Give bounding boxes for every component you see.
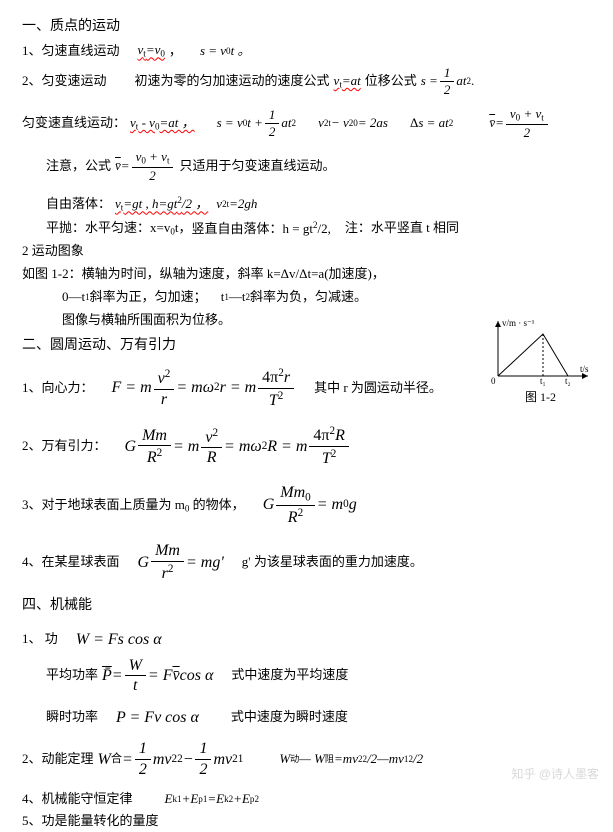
figure-1-2: v/m · s⁻¹ t/s 0 t₁ t₂ 图 1-2 [488, 316, 593, 407]
vbar-formula: v̄ = v0 + vt2 [115, 150, 175, 183]
svg-text:t₂: t₂ [565, 376, 571, 386]
formula-vt-at: vt=at [334, 71, 361, 92]
s2-item3: 3、对于地球表面上质量为 m0 的物体， G Mm0R2 = m0 g [22, 484, 591, 526]
s1-item2: 2、匀变速运动 初速为零的匀加速运动的速度公式 vt=at 位移公式 s = 1… [22, 66, 591, 98]
s1-projectile: 平抛：水平匀速：x=v0t， 竖直自由落体：h = gt2/2, 注：水平竖直 … [46, 218, 591, 240]
svg-text:t/s: t/s [580, 364, 589, 374]
label: 1、 功 [22, 629, 58, 650]
f2: v2t=2gh [216, 194, 257, 215]
label: 注意，公式 [46, 156, 111, 177]
label: 匀变速直线运动： [22, 113, 126, 134]
s2-item4: 4、在某星球表面 G Mmr2 = mg' g' 为该星球表面的重力加速度。 [22, 542, 591, 582]
label: 2、万有引力： [22, 436, 107, 457]
f4: Δs = at2 [410, 113, 453, 134]
label: 3、对于地球表面上质量为 m0 的物体， [22, 495, 245, 516]
label: 平均功率 [46, 665, 98, 686]
s1-image-header: 2 运动图象 [22, 241, 591, 262]
note: 注：水平竖直 t 相同 [345, 218, 459, 239]
s1-line3: 匀变速直线运动： vt - v0=at ， s = v0t + 12 at2 v… [22, 107, 591, 140]
label: 2、匀变速运动 [22, 71, 107, 92]
comma: ， [169, 41, 182, 62]
s1-note: 注意，公式 v̄ = v0 + vt2 只适用于匀变速直线运动。 [46, 150, 591, 183]
formula-s-v0t: s = v0 t 。 [200, 41, 251, 62]
label: 1、向心力： [22, 378, 94, 399]
s4-item5: 5、功是能量转化的量度 [22, 811, 591, 832]
centripetal-formula: F = m v2r = mω2r = m 4π2rT2 [112, 367, 297, 410]
ke-right: W动 — W阻=mv22/2—mv12/2 [279, 749, 423, 770]
work-formula: W = Fs cos α [76, 627, 162, 653]
inst-power-formula: P = Fv cos α [116, 705, 199, 731]
section4-title: 四、机械能 [22, 595, 591, 617]
watermark: 知乎 @诗人墨客 [511, 765, 599, 784]
label: 2、动能定理 [22, 749, 94, 770]
gravity-formula: G MmR2 = m v2R = mω2R = m 4π2RT2 [125, 425, 351, 468]
other-planet-g: G Mmr2 = mg' [138, 542, 224, 582]
post: g' 为该星球表面的重力加速度。 [242, 552, 423, 573]
f3: v2t − v20 = 2as [318, 113, 388, 134]
s2-item2: 2、万有引力： G MmR2 = m v2R = mω2R = m 4π2RT2 [22, 425, 591, 468]
formula-s-half-at2: s = 12 at2. [421, 66, 475, 98]
s4-item1: 1、 功 W = Fs cos α [22, 627, 591, 653]
surface-g-formula: G Mm0R2 = m0 g [263, 484, 357, 526]
s1-item1: 1、匀速直线运动 vt=v0 ， s = v0 t 。 [22, 40, 591, 61]
s1-falling: 自由落体： vt=gt , h=gt2/2 ， v2t=2gh [46, 193, 591, 215]
vert: 竖直自由落体：h = gt2/2, [192, 218, 331, 240]
f2: s = v0t + 12 at2 [217, 108, 296, 140]
graph-text2: 0—t1 斜率为正，匀加速； t1—t2 斜率为负，匀减速。 [62, 287, 591, 308]
post: 只适用于匀变速直线运动。 [179, 156, 335, 177]
s4-inst-power: 瞬时功率 P = Fv cos α 式中速度为瞬时速度 [46, 705, 591, 731]
formula-vt-v0: vt=v0 [138, 40, 165, 61]
s4-item2: 2、动能定理 W合 = 12 mv22 − 12 mv21 W动 — W阻=mv… [22, 740, 591, 778]
label: 1、匀速直线运动 [22, 41, 120, 62]
vbar-eq: v̄ = v0 + vt2 [489, 107, 549, 140]
post: 式中速度为瞬时速度 [231, 707, 348, 728]
svg-text:0: 0 [491, 376, 496, 386]
avg-power-formula: P̄ = Wt = Fv̄ cos α [102, 657, 213, 695]
label: 自由落体： [46, 194, 111, 215]
ke-theorem-formula: W合 = 12 mv22 − 12 mv21 [98, 740, 244, 778]
label: 平抛：水平匀速：x=v0t， [46, 218, 192, 239]
post: 式中速度为平均速度 [231, 665, 348, 686]
text2: 位移公式 [365, 71, 417, 92]
label: 瞬时功率 [46, 707, 98, 728]
svg-text:t₁: t₁ [540, 376, 546, 386]
graph-text1: 如图 1-2：横轴为时间，纵轴为速度，斜率 k=Δv/Δt=a(加速度)， [22, 264, 591, 285]
label: 4、在某星球表面 [22, 552, 120, 573]
s4-avg-power: 平均功率 P̄ = Wt = Fv̄ cos α 式中速度为平均速度 [46, 657, 591, 695]
svg-text:v/m · s⁻¹: v/m · s⁻¹ [502, 318, 535, 328]
text: 初速为零的匀加速运动的速度公式 [135, 71, 330, 92]
post: 其中 r 为圆运动半径。 [314, 378, 442, 399]
f1: vt=gt , h=gt2/2 ， [115, 193, 208, 215]
section1-title: 一、质点的运动 [22, 16, 591, 38]
figure-caption: 图 1-2 [488, 388, 593, 407]
f1: vt - v0=at ， [130, 113, 195, 134]
